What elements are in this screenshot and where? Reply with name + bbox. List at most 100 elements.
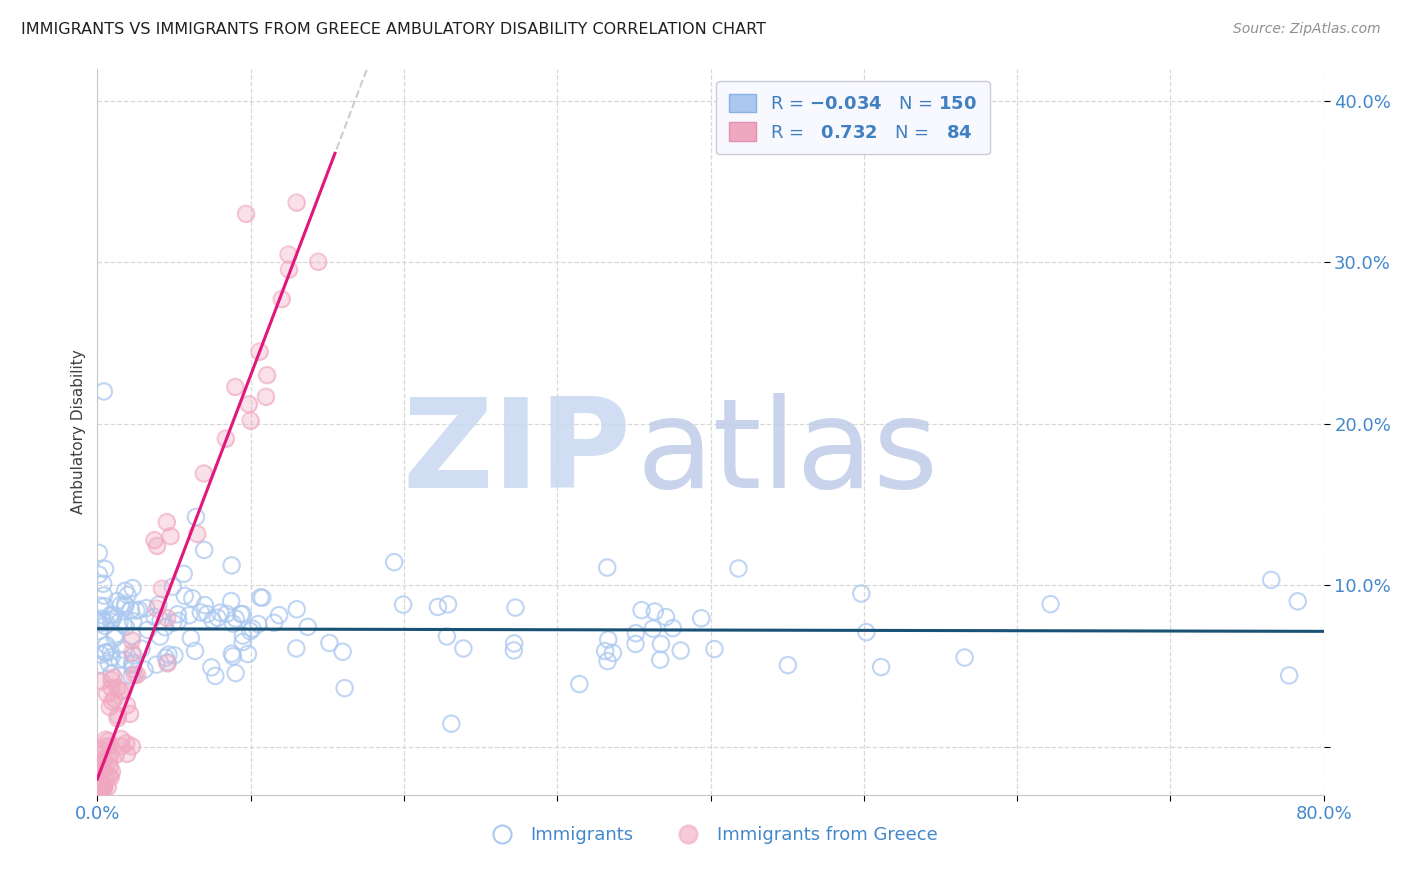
Point — [630, 603, 652, 617]
Point — [100, 607, 122, 622]
Point — [98, 747, 121, 762]
Point — [100, 673, 122, 687]
Point — [669, 643, 692, 657]
Point — [87, 546, 110, 560]
Point — [156, 655, 179, 669]
Point — [278, 262, 301, 277]
Point — [193, 467, 215, 481]
Point — [100, 615, 122, 629]
Point — [235, 207, 257, 221]
Point — [87, 756, 110, 770]
Point — [219, 594, 242, 608]
Point — [186, 527, 208, 541]
Point — [93, 752, 115, 766]
Point — [120, 706, 142, 721]
Point — [127, 667, 149, 681]
Point — [87, 773, 110, 788]
Point — [953, 650, 976, 665]
Point — [101, 764, 124, 779]
Point — [239, 414, 262, 428]
Point — [690, 611, 713, 625]
Point — [90, 648, 112, 662]
Point — [89, 766, 111, 780]
Point — [100, 681, 122, 695]
Point — [97, 657, 120, 671]
Point — [110, 739, 132, 754]
Point — [332, 645, 354, 659]
Point — [87, 776, 110, 790]
Point — [146, 539, 169, 553]
Point — [263, 615, 285, 630]
Point — [224, 380, 246, 394]
Point — [121, 662, 143, 676]
Point — [166, 607, 188, 622]
Point — [115, 747, 138, 761]
Point — [98, 753, 121, 767]
Point — [146, 601, 169, 615]
Point — [112, 684, 135, 698]
Point — [156, 515, 179, 529]
Y-axis label: Ambulatory Disability: Ambulatory Disability — [72, 350, 86, 514]
Point — [239, 624, 262, 639]
Point — [91, 743, 114, 757]
Point — [249, 344, 271, 359]
Point — [98, 768, 121, 782]
Point — [503, 636, 526, 650]
Point — [215, 607, 238, 621]
Point — [201, 613, 224, 627]
Point — [156, 657, 179, 671]
Point — [94, 739, 117, 754]
Point — [121, 633, 143, 648]
Point — [502, 643, 524, 657]
Point — [204, 669, 226, 683]
Point — [87, 747, 110, 762]
Point — [90, 761, 112, 775]
Point — [104, 627, 127, 641]
Point — [703, 642, 725, 657]
Point — [277, 247, 299, 261]
Point — [655, 610, 678, 624]
Point — [215, 432, 238, 446]
Point — [437, 598, 460, 612]
Point — [426, 599, 449, 614]
Point — [249, 344, 271, 359]
Point — [143, 533, 166, 548]
Point — [122, 648, 145, 663]
Point — [173, 566, 195, 581]
Point — [100, 644, 122, 658]
Point — [100, 771, 122, 785]
Point — [87, 776, 110, 790]
Point — [87, 773, 110, 788]
Point — [87, 780, 110, 794]
Point — [98, 768, 121, 782]
Point — [146, 539, 169, 553]
Point — [98, 739, 121, 753]
Point — [215, 432, 238, 446]
Point — [270, 292, 292, 306]
Point — [333, 681, 356, 695]
Point — [110, 731, 132, 746]
Point — [100, 771, 122, 785]
Point — [100, 666, 122, 681]
Point — [121, 646, 143, 660]
Point — [156, 657, 179, 671]
Point — [870, 660, 893, 674]
Point — [200, 660, 222, 674]
Point — [108, 653, 131, 667]
Point — [101, 764, 124, 779]
Point — [110, 739, 132, 754]
Point — [91, 743, 114, 757]
Point — [143, 533, 166, 548]
Point — [776, 658, 799, 673]
Point — [256, 368, 278, 383]
Point — [307, 254, 329, 268]
Point — [101, 695, 124, 709]
Point — [382, 555, 405, 569]
Point — [89, 765, 111, 780]
Point — [650, 653, 672, 667]
Point — [318, 636, 340, 650]
Point — [91, 780, 114, 794]
Point — [97, 780, 120, 794]
Point — [90, 761, 112, 775]
Point — [103, 670, 125, 684]
